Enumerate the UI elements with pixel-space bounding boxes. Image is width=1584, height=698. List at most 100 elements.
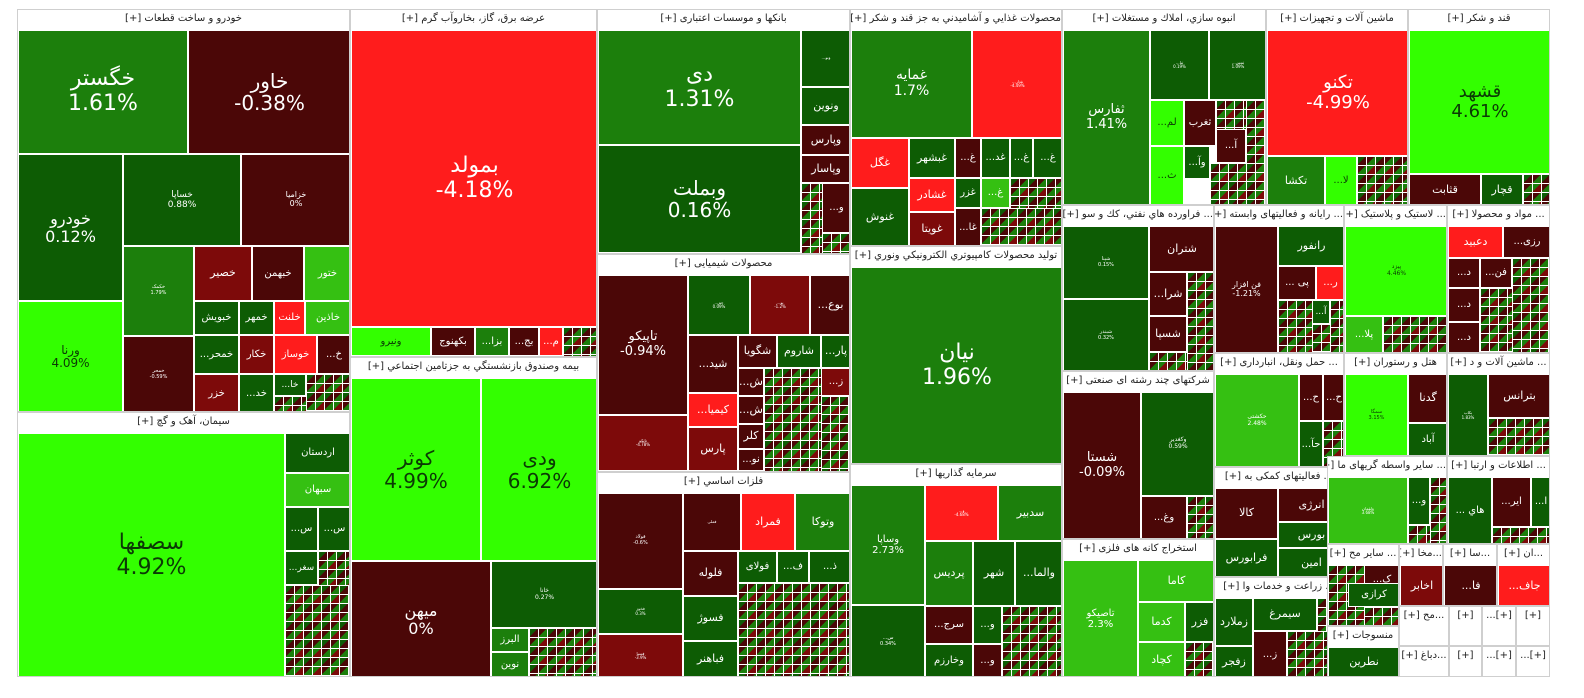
small-stocks-mosaic[interactable] (1312, 324, 1330, 352)
sector-block[interactable]: [+]... (1482, 606, 1516, 646)
stock-tile[interactable]: ...غ (1010, 138, 1033, 178)
small-stocks-mosaic[interactable] (1523, 174, 1549, 204)
stock-tile[interactable]: فولاد -0.6% (598, 493, 683, 589)
sector-title[interactable]: ... سایر مح [+] (1329, 548, 1397, 559)
stock-tile[interactable]: ...ح (1299, 374, 1323, 421)
stock-tile[interactable]: فخوز 0.3% (598, 589, 683, 634)
stock-tile[interactable]: شاروم (777, 335, 821, 368)
sector-block[interactable]: محصولات شیمیایی [+] تاپیکو -0.94% ...جم 0.09… (597, 254, 850, 472)
sector-title[interactable]: سرمايه گذاريها [+] (915, 468, 997, 479)
stock-tile[interactable]: ...خ (317, 335, 349, 374)
sector-block[interactable]: ماشین آلات و تجهيزات [+] تکنو -4.99% تکشا..… (1266, 9, 1408, 205)
small-stocks-mosaic[interactable] (738, 583, 849, 676)
stock-tile[interactable]: ...حآ (1299, 421, 1323, 466)
sector-block[interactable]: انبوه سازي، املاك و مستغلات [+] ثفارس 1.41… (1062, 9, 1266, 205)
small-stocks-mosaic[interactable] (318, 551, 349, 585)
stock-tile[interactable]: ...ونو (801, 30, 849, 87)
stock-tile[interactable]: بترانس (1488, 374, 1549, 418)
stock-tile[interactable]: ...و (973, 606, 1002, 644)
stock-tile[interactable]: وپاسار (801, 155, 849, 183)
stock-tile[interactable]: ...شرا (1149, 272, 1187, 316)
stock-tile[interactable]: ...پار (821, 335, 849, 368)
sector-title[interactable]: [+]... (1486, 650, 1512, 661)
stock-tile[interactable]: ...آ (1216, 129, 1246, 163)
stock-tile[interactable]: ...س (318, 507, 349, 551)
sector-title[interactable]: ...سا [+] (1449, 548, 1491, 559)
stock-tile[interactable]: ...ح (1323, 374, 1343, 421)
stock-tile[interactable]: ولقمان 3.68% (1328, 477, 1408, 543)
small-stocks-mosaic[interactable] (1364, 607, 1398, 625)
stock-tile[interactable]: خاذین (305, 301, 349, 335)
small-stocks-mosaic[interactable] (801, 183, 822, 253)
stock-tile[interactable]: فباهنر (683, 641, 738, 676)
stock-tile[interactable]: ...غدار -4.49% (972, 30, 1061, 138)
stock-tile[interactable]: بکاب 1.83% (1448, 374, 1488, 455)
small-stocks-mosaic[interactable] (1488, 418, 1549, 455)
sector-title[interactable]: بیمه وصندوق بازنشستگي به جزتامين اجتماعي… (367, 361, 580, 372)
small-stocks-mosaic[interactable] (1246, 100, 1265, 163)
stock-tile[interactable]: تکشا (1267, 156, 1325, 204)
sector-title[interactable]: عرضه برق، گاز، بخاروآب گرم [+] (401, 13, 546, 24)
stock-tile[interactable]: ...د (1448, 322, 1480, 352)
stock-tile[interactable]: دعبید (1448, 226, 1503, 258)
stock-tile[interactable]: ...ر (1316, 266, 1343, 300)
small-stocks-mosaic[interactable] (1149, 352, 1187, 370)
sector-title[interactable]: ... رایانه و فعالیتهای وابسته [+] (1215, 209, 1343, 220)
stock-tile[interactable]: خگستر 1.61% (18, 30, 188, 154)
stock-tile[interactable]: خکمک 1.79% (123, 246, 194, 336)
stock-tile[interactable]: غشادر (909, 178, 955, 212)
stock-tile[interactable]: ...غ (981, 178, 1010, 208)
sector-title[interactable]: ...مح [+] (1403, 610, 1445, 621)
stock-tile[interactable]: اخابر (1400, 565, 1442, 605)
sector-block[interactable]: شرکتهای چند رشته ای صنعتی [+] شستا -0.09% و… (1062, 371, 1214, 539)
sector-block[interactable]: ... فراورده هاي نفتي، كك و سو [+] شپنا 0.1… (1062, 205, 1214, 371)
small-stocks-mosaic[interactable] (274, 396, 306, 411)
stock-tile[interactable]: قثابت (1409, 174, 1481, 204)
stock-tile[interactable]: آباد (1408, 423, 1446, 455)
stock-tile[interactable]: اردستان (285, 433, 349, 473)
stock-tile[interactable]: وکغدیر 0.59% (1141, 392, 1213, 496)
stock-tile[interactable]: ...س 0.34% (851, 605, 925, 676)
stock-tile[interactable]: ...بزا (475, 327, 509, 356)
small-stocks-mosaic[interactable] (1357, 156, 1407, 204)
stock-tile[interactable]: سصفها 4.92% (18, 433, 285, 676)
small-stocks-mosaic[interactable] (1512, 258, 1549, 352)
sector-block[interactable]: ... سایر واسطه گریهای ما [+] ولقمان 3.68%.… (1327, 456, 1447, 544)
stock-tile[interactable]: ...لم (1150, 100, 1184, 146)
small-stocks-mosaic[interactable] (1323, 421, 1343, 466)
stock-tile[interactable]: ...کیمیا (688, 393, 738, 427)
sector-title[interactable]: ... ماشین آلات و د [+] (1450, 357, 1547, 368)
sector-block[interactable]: ... فعالیتهای کمکی به [+] کالا انرژی بورس فر… (1214, 467, 1344, 577)
stock-tile[interactable]: ورنا 4.09% (18, 301, 123, 411)
stock-tile[interactable]: ...خد (239, 374, 274, 411)
small-stocks-mosaic[interactable] (529, 628, 596, 676)
stock-tile[interactable]: کاما (1138, 560, 1213, 602)
stock-tile[interactable]: ...بج (509, 327, 539, 356)
stock-tile[interactable]: فولای (738, 551, 777, 583)
sector-title[interactable]: استخراج کانه های فلزی [+] (1079, 543, 1197, 554)
stock-tile[interactable]: فسپا -3.9% (598, 634, 683, 676)
sector-block[interactable]: [+] (1516, 606, 1550, 646)
stock-tile[interactable]: البرز (491, 628, 529, 652)
stock-tile[interactable]: حکشتی 2.48% (1215, 374, 1299, 466)
stock-tile[interactable]: ...د (1448, 258, 1480, 288)
stock-tile[interactable]: ...ثبا 0.19% (1150, 30, 1209, 100)
sector-block[interactable]: توليد محصولات كامپيوتري الكترونيكي ونوري… (850, 246, 1062, 464)
sector-title[interactable]: سیمان، آهک و گچ [+] (137, 416, 230, 427)
stock-tile[interactable]: ...ز (821, 368, 849, 396)
sector-block[interactable]: ... اطلاعات و ارتبا [+] ... هاي ...ایر ...ا (1447, 456, 1550, 544)
stock-tile[interactable]: خبویش (194, 301, 239, 335)
stock-tile[interactable]: ...غد (981, 138, 1010, 178)
stock-tile[interactable]: شگویا (738, 335, 777, 368)
stock-tile[interactable]: شسپا (1149, 316, 1187, 352)
stock-tile[interactable]: ...ثمس 1.09% (1209, 30, 1265, 100)
stock-tile[interactable]: ...م (539, 327, 563, 356)
stock-tile[interactable]: ودی 6.92% (481, 378, 596, 561)
sector-title[interactable]: ... زراعت و خدمات وا [+] (1223, 581, 1335, 592)
stock-tile[interactable]: ... پی (1278, 266, 1316, 300)
sector-title[interactable]: ...مخا [+] (1400, 548, 1442, 559)
small-stocks-mosaic[interactable] (1185, 642, 1213, 676)
small-stocks-mosaic[interactable] (1430, 477, 1446, 543)
stock-tile[interactable]: ...ذ (809, 551, 849, 583)
sector-title[interactable]: شرکتهای چند رشته ای صنعتی [+] (1066, 375, 1210, 386)
